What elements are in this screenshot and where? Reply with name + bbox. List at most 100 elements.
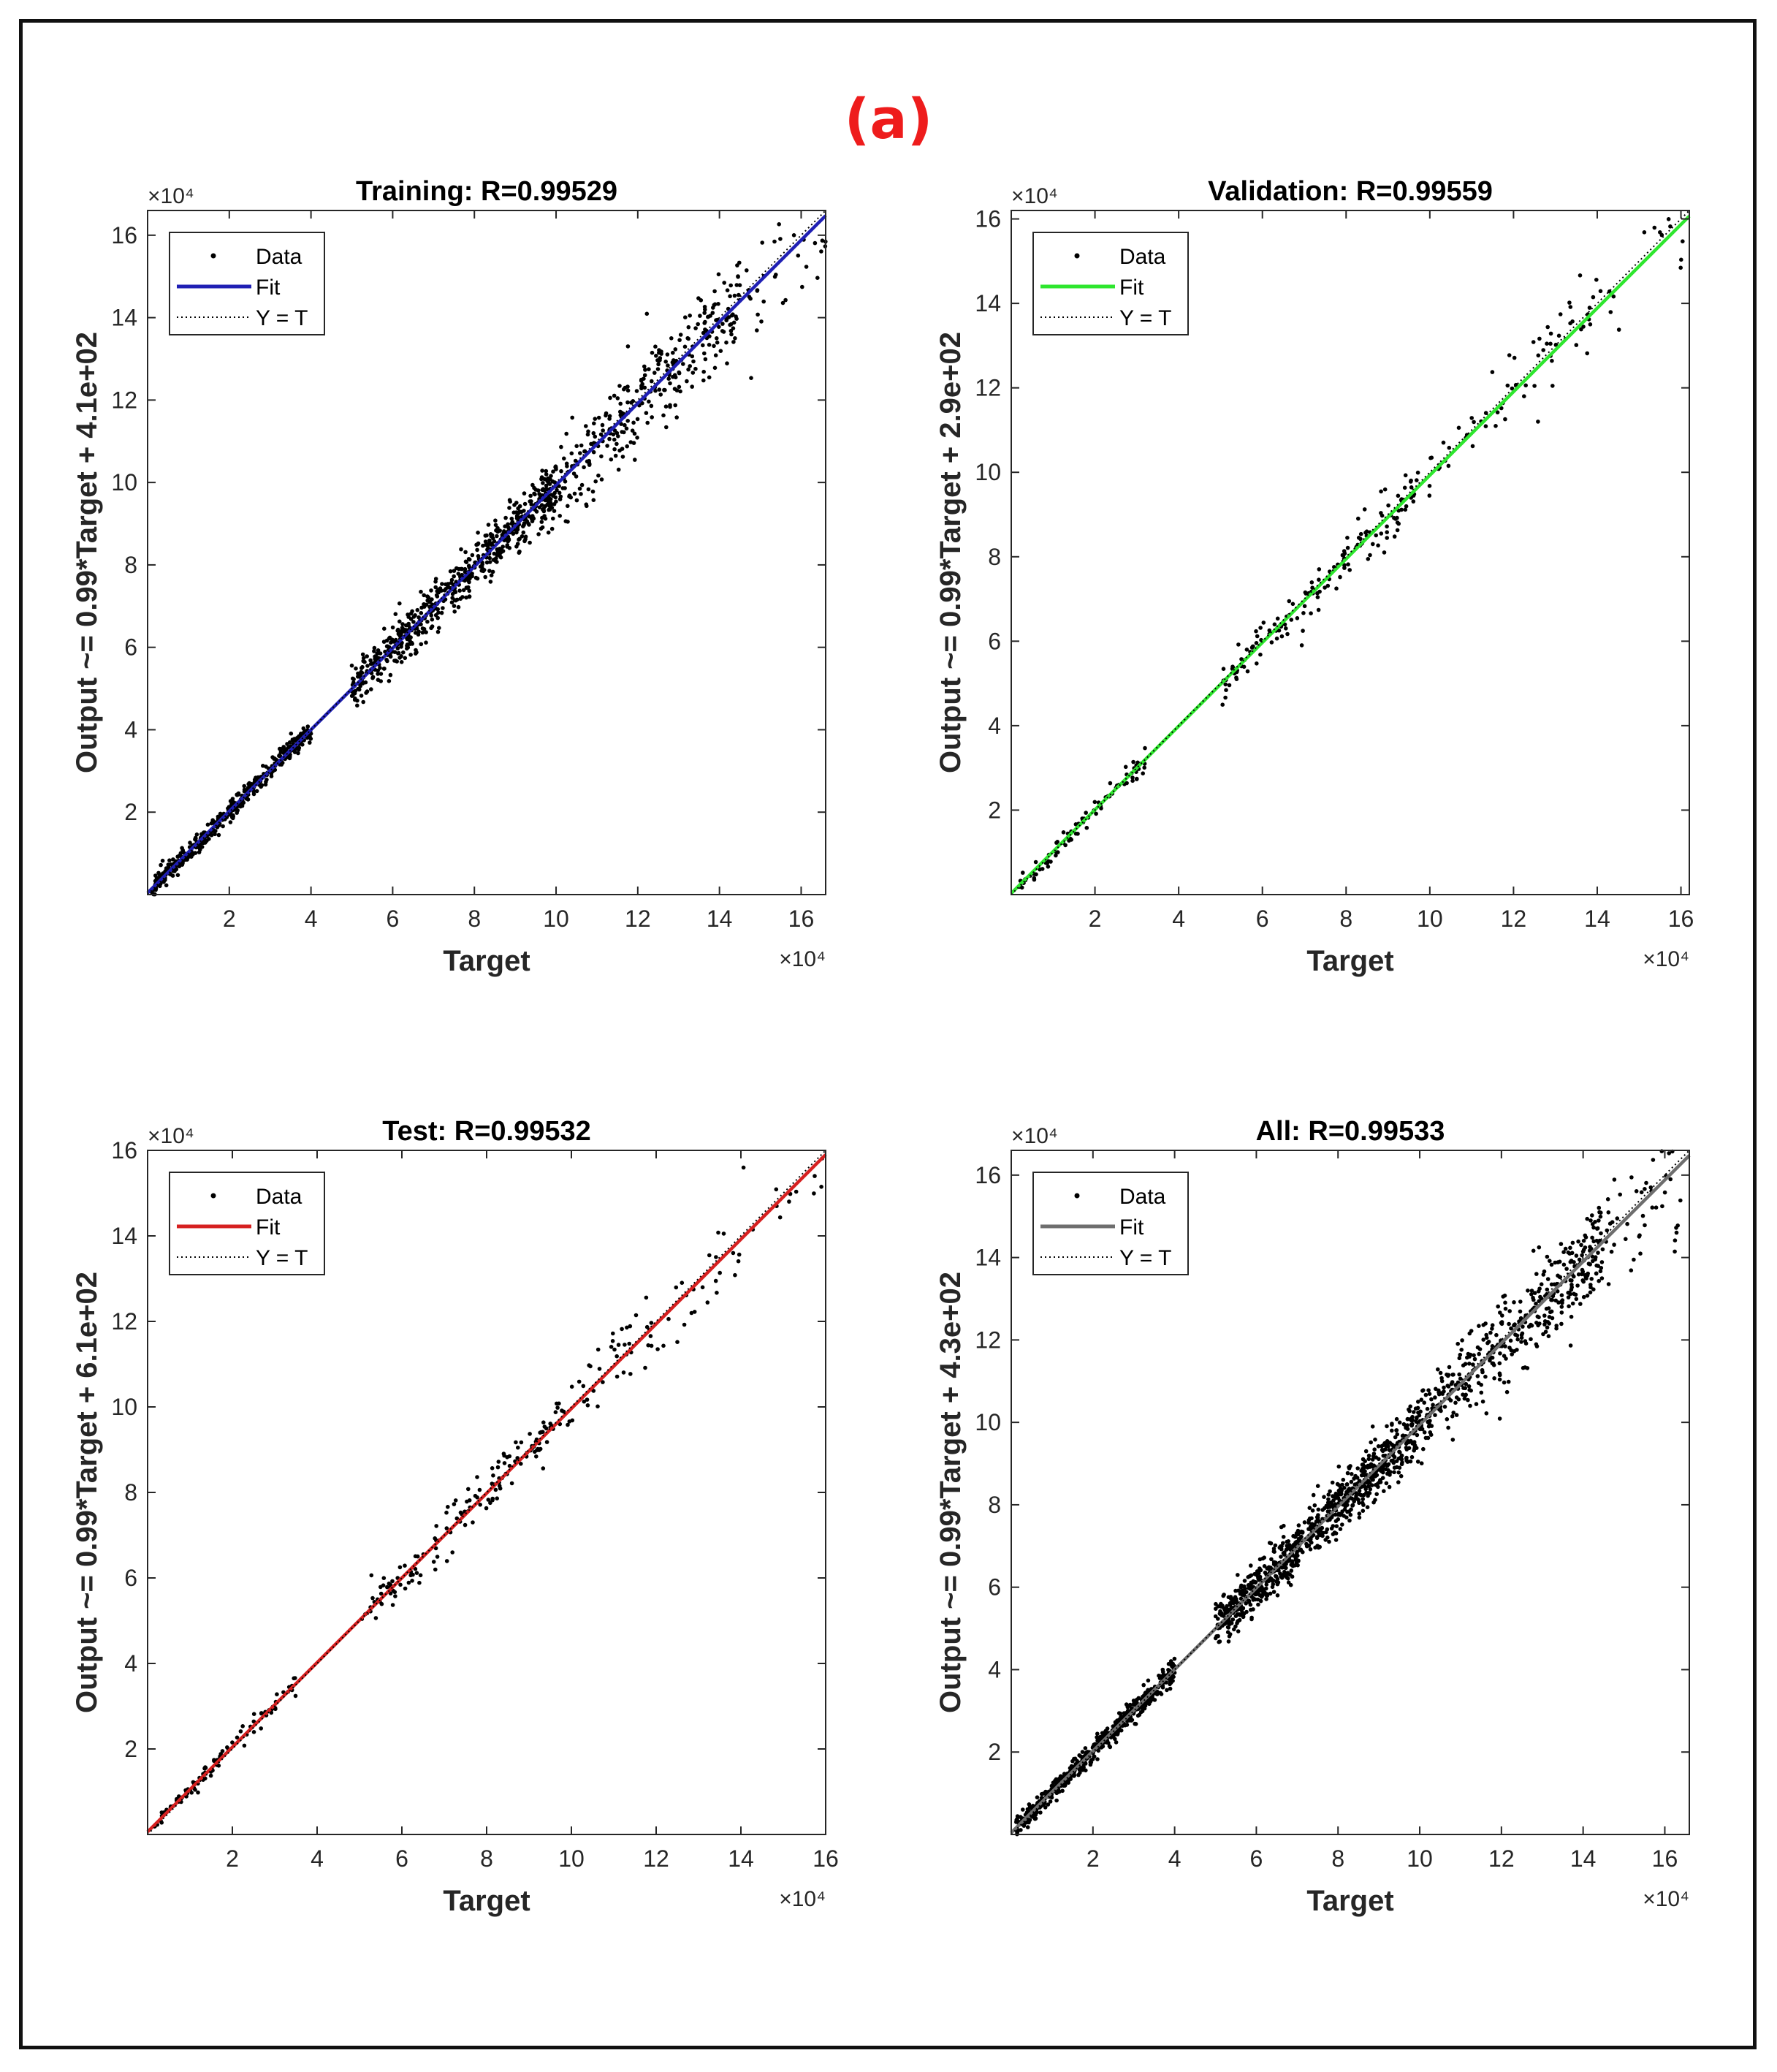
data-point xyxy=(689,1310,694,1316)
data-point xyxy=(1302,1520,1307,1525)
data-point xyxy=(1049,859,1053,864)
data-point xyxy=(707,343,712,347)
y-tick-label: 14 xyxy=(975,1245,1001,1271)
data-point xyxy=(1403,473,1408,478)
data-point xyxy=(1667,1151,1671,1155)
data-point xyxy=(1172,1656,1177,1661)
data-point xyxy=(1385,530,1389,534)
data-point xyxy=(1238,1613,1243,1617)
data-point xyxy=(1327,1539,1331,1544)
data-point xyxy=(449,600,454,604)
data-point xyxy=(591,430,596,436)
data-point xyxy=(196,845,201,850)
data-point xyxy=(1356,516,1361,521)
data-point xyxy=(283,747,288,752)
data-point xyxy=(1546,1306,1551,1310)
data-point xyxy=(1459,1348,1464,1352)
data-point xyxy=(659,349,663,354)
data-point xyxy=(1226,1639,1231,1644)
data-point xyxy=(498,1486,503,1491)
data-point xyxy=(1084,825,1089,830)
data-point xyxy=(1404,1447,1409,1451)
data-point xyxy=(305,724,311,729)
data-point xyxy=(1404,504,1409,509)
data-point xyxy=(1651,1158,1656,1162)
data-point xyxy=(715,340,720,345)
data-point xyxy=(1333,1512,1338,1517)
data-point xyxy=(1248,1602,1253,1607)
data-point xyxy=(242,787,247,792)
data-point xyxy=(1345,1509,1350,1514)
data-point xyxy=(620,455,625,459)
data-point xyxy=(261,764,265,768)
data-point xyxy=(1256,1602,1260,1607)
data-point xyxy=(411,620,416,624)
data-point xyxy=(677,338,682,343)
data-point xyxy=(1043,1789,1048,1794)
data-point xyxy=(566,1422,570,1427)
data-point xyxy=(1223,695,1228,700)
data-point xyxy=(1458,1352,1463,1357)
y-tick-label: 8 xyxy=(124,1479,137,1506)
data-point xyxy=(1568,1245,1572,1251)
data-point xyxy=(1333,1495,1338,1500)
data-point xyxy=(1341,1477,1346,1482)
data-point xyxy=(1458,1376,1463,1381)
data-point xyxy=(1285,631,1290,637)
data-point xyxy=(1106,1741,1111,1745)
data-point xyxy=(495,560,499,564)
data-point xyxy=(515,1456,520,1460)
x-tick-label: 2 xyxy=(226,1845,239,1872)
data-point xyxy=(1414,1416,1419,1421)
data-point xyxy=(175,873,180,878)
data-point xyxy=(1269,1557,1274,1562)
data-point xyxy=(1506,1379,1511,1384)
data-point xyxy=(507,506,511,510)
data-point xyxy=(1284,1566,1288,1571)
y-tick-label: 6 xyxy=(988,628,1001,654)
data-point xyxy=(242,1743,247,1748)
data-point xyxy=(1580,1253,1584,1258)
data-point xyxy=(406,1580,411,1585)
legend-data-label: Data xyxy=(256,245,302,269)
data-point xyxy=(658,392,663,397)
data-point xyxy=(551,469,555,474)
data-point xyxy=(701,378,706,383)
data-point xyxy=(618,409,623,414)
data-point xyxy=(522,509,526,513)
data-point xyxy=(1061,830,1066,835)
data-point xyxy=(400,622,405,626)
data-point xyxy=(1109,1734,1114,1739)
data-point xyxy=(1159,1692,1164,1696)
data-point xyxy=(1289,618,1294,622)
data-point xyxy=(365,664,370,668)
data-point xyxy=(1024,1810,1030,1815)
data-point xyxy=(1317,589,1322,594)
data-point xyxy=(471,1520,475,1525)
data-point xyxy=(397,630,401,634)
data-point xyxy=(1428,1419,1432,1423)
data-point xyxy=(530,519,535,523)
data-point xyxy=(1301,629,1305,633)
ideal-line xyxy=(1011,1150,1690,1835)
data-point xyxy=(1275,1593,1280,1598)
data-point xyxy=(1306,1518,1312,1522)
data-point xyxy=(1394,1416,1399,1422)
data-point xyxy=(1264,1597,1268,1601)
data-point xyxy=(190,851,194,855)
data-point xyxy=(252,778,257,782)
data-point xyxy=(1629,1268,1634,1272)
data-point xyxy=(1490,370,1495,374)
data-point xyxy=(541,1420,546,1424)
data-point xyxy=(1231,1601,1236,1605)
data-point xyxy=(1286,1559,1291,1563)
data-point xyxy=(459,547,463,552)
data-point xyxy=(1254,641,1259,645)
data-point xyxy=(725,288,730,292)
data-point xyxy=(466,585,471,590)
data-point xyxy=(1285,1539,1290,1544)
data-point xyxy=(1579,1242,1583,1248)
data-point xyxy=(794,1189,799,1194)
legend-ideal-label: Y = T xyxy=(256,1246,308,1270)
data-point xyxy=(1609,1249,1614,1254)
